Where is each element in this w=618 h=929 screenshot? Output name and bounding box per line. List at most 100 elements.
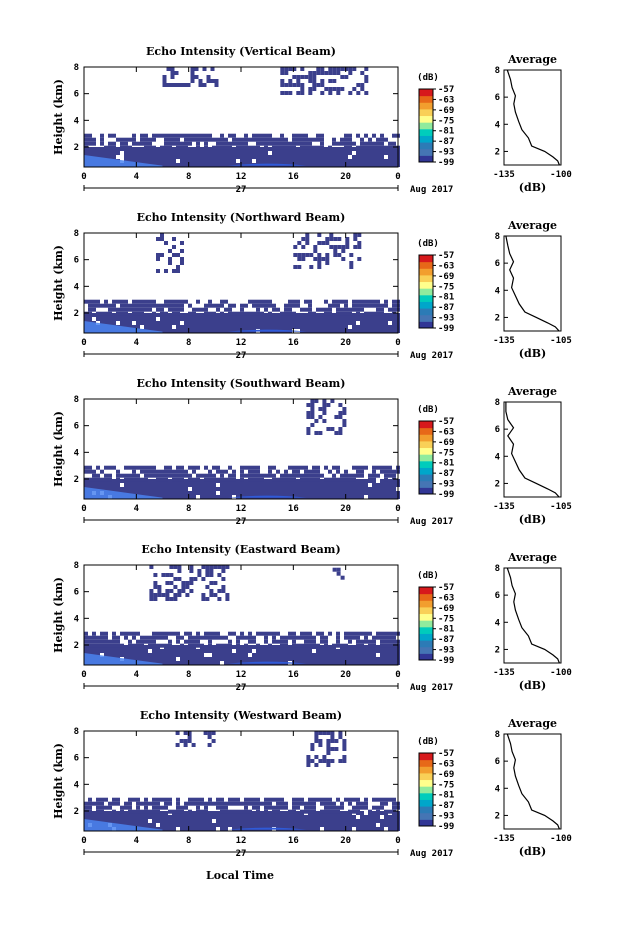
echo-cell — [388, 483, 392, 487]
echo-cell — [308, 823, 312, 827]
echo-cell — [276, 657, 280, 661]
echo-cell — [208, 303, 212, 308]
echo-cell — [116, 801, 120, 806]
echo-cell — [312, 657, 316, 661]
echo-cell — [332, 567, 337, 572]
echo-cell — [164, 823, 168, 827]
echo-cell — [280, 653, 284, 657]
echo-cell — [306, 403, 311, 407]
echo-cell — [300, 87, 305, 91]
colorbar-segment — [419, 102, 433, 110]
echo-cell — [124, 299, 128, 304]
echo-cell — [356, 159, 360, 163]
echo-cell — [284, 473, 288, 478]
echo-cell — [144, 141, 148, 146]
echo-cell — [192, 133, 196, 138]
echo-cell — [384, 321, 388, 325]
echo-cell — [372, 299, 376, 304]
echo-cell — [304, 75, 309, 79]
echo-cell — [100, 133, 104, 138]
echo-cell — [108, 141, 112, 146]
echo-cell — [356, 827, 360, 831]
echo-cell — [204, 657, 208, 661]
echo-cell — [292, 631, 296, 636]
echo-cell — [216, 137, 220, 142]
echo-cell — [144, 155, 148, 159]
echo-cell — [272, 805, 276, 810]
echo-cell — [376, 491, 380, 495]
echo-cell — [384, 809, 388, 814]
echo-cell — [224, 491, 228, 495]
echo-cell — [228, 797, 232, 802]
echo-cell — [322, 419, 327, 423]
echo-cell — [168, 159, 172, 163]
echo-cell — [152, 479, 156, 483]
echo-cell — [124, 811, 128, 815]
echo-cell — [316, 155, 320, 159]
echo-cell — [252, 137, 256, 142]
echo-cell — [220, 495, 224, 499]
echo-cell — [120, 643, 124, 648]
echo-cell — [200, 495, 204, 499]
echo-cell — [240, 635, 244, 640]
echo-cell — [232, 809, 236, 814]
echo-cell — [320, 317, 324, 321]
time-tick-label: 8 — [186, 836, 191, 846]
colorbar-segment — [419, 294, 433, 302]
time-tick-label: 8 — [186, 338, 191, 348]
echo-cell — [352, 815, 356, 819]
echo-cell — [144, 797, 148, 802]
echo-cell — [328, 155, 332, 159]
echo-cell — [140, 147, 144, 151]
echo-cell — [216, 321, 220, 325]
echo-cell — [220, 809, 224, 814]
echo-cell — [357, 241, 362, 245]
echo-cell — [300, 75, 305, 79]
echo-cell — [100, 321, 104, 325]
echo-cell — [124, 801, 128, 806]
echo-cell — [252, 657, 256, 661]
echo-cell — [220, 801, 224, 806]
echo-cell — [380, 649, 384, 653]
echo-cell — [352, 805, 356, 810]
echo-cell — [172, 269, 176, 273]
echo-cell — [228, 649, 232, 653]
echo-cell — [136, 311, 140, 316]
echo-cell — [314, 419, 319, 423]
profile-ytick-label: 6 — [495, 259, 500, 269]
echo-cell — [344, 491, 348, 495]
echo-cell — [360, 801, 364, 806]
echo-cell — [316, 133, 320, 138]
echo-cell — [84, 137, 88, 142]
colorbar-segment — [419, 427, 433, 435]
echo-cell — [276, 137, 280, 142]
echo-cell — [196, 163, 200, 167]
echo-cell — [360, 71, 365, 75]
echo-cell — [148, 299, 152, 304]
echo-cell — [164, 469, 168, 474]
mid-echo-band — [227, 827, 307, 830]
echo-cell — [308, 815, 312, 819]
echo-cell — [220, 469, 224, 474]
echo-cell — [248, 801, 252, 806]
echo-cell — [200, 329, 204, 333]
echo-cell — [268, 479, 272, 483]
echo-cell — [144, 465, 148, 470]
echo-cell — [356, 163, 360, 167]
echo-cell — [244, 823, 248, 827]
echo-cell — [180, 495, 184, 499]
echo-cell — [221, 569, 226, 573]
echo-cell — [144, 317, 148, 321]
echo-cell — [128, 307, 132, 312]
echo-cell — [372, 653, 376, 657]
echo-cell — [156, 483, 160, 487]
echo-cell — [232, 487, 236, 491]
echo-cell — [152, 299, 156, 304]
echo-cell — [175, 731, 180, 735]
echo-cell — [368, 317, 372, 321]
echo-cell — [344, 137, 348, 142]
echo-cell — [212, 483, 216, 487]
echo-cell — [228, 819, 232, 823]
echo-cell — [316, 643, 320, 648]
echo-cell — [112, 151, 116, 155]
